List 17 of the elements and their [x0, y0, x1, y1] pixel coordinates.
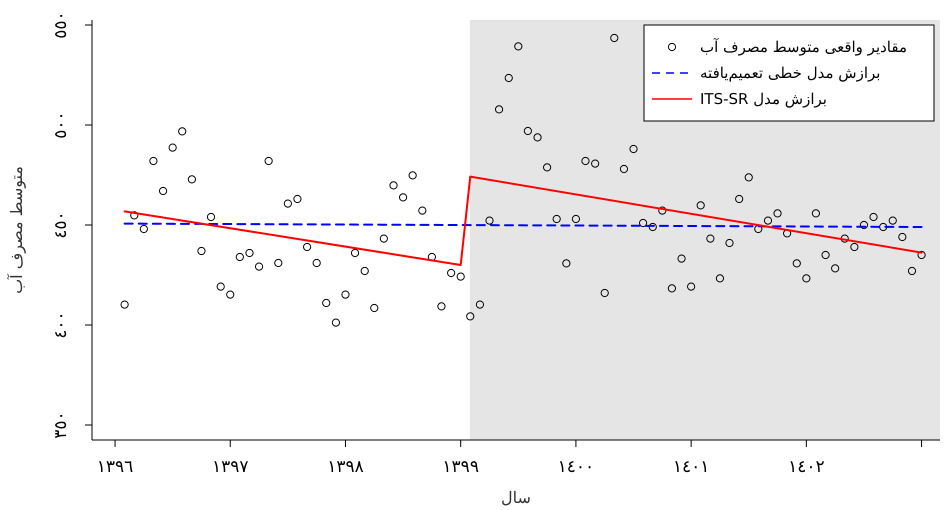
- y-tick-label: ٤٠٠: [51, 311, 71, 339]
- legend-label: مقادیر واقعی متوسط مصرف آب: [700, 37, 907, 56]
- x-tick-label: ١٤٠١: [672, 457, 710, 477]
- legend-label: برازش مدل خطی تعمیم‌یافته: [700, 64, 880, 82]
- x-tick-label: ١٣٩٧: [212, 457, 249, 477]
- x-tick-label: ١٣٩٩: [442, 457, 479, 477]
- x-tick-label: ١٤٠٢: [788, 457, 825, 477]
- y-tick-label: ٣٥٠: [51, 411, 71, 439]
- x-axis-title: سال: [501, 488, 531, 507]
- x-tick-label: ١٣٩٨: [327, 457, 364, 477]
- y-tick-label: ٥٠٠: [51, 111, 71, 139]
- legend-label: برازش مدل ITS-SR: [700, 90, 827, 108]
- y-tick-label: ٤٥٠: [51, 211, 71, 239]
- x-tick-label: ١٤٠٠: [558, 457, 594, 477]
- y-axis-title: متوسط مصرف آب: [6, 166, 26, 294]
- x-tick-label: ١٣٩٦: [96, 457, 134, 477]
- y-tick-label: ٥٥٠: [51, 11, 71, 39]
